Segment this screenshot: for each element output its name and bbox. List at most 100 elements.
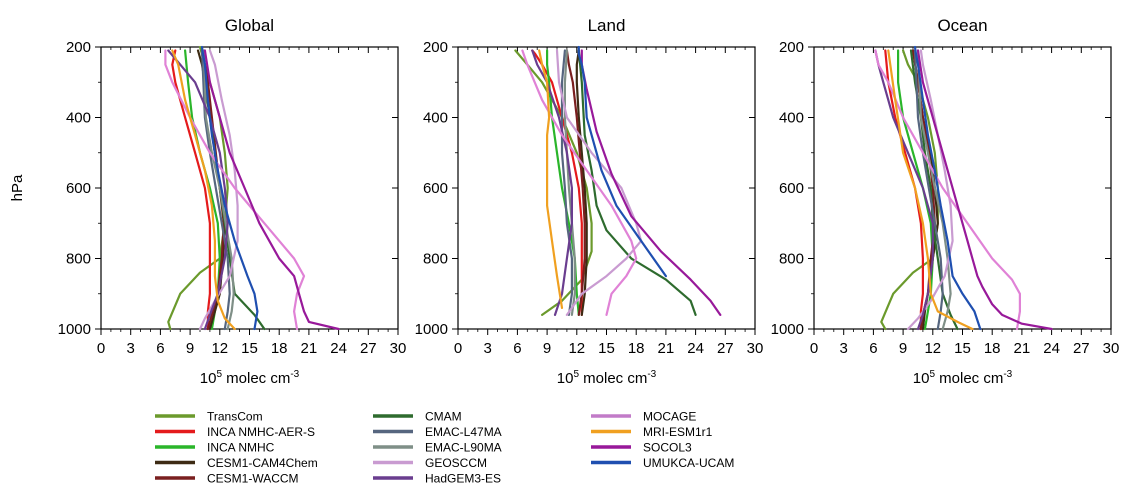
- x-tick-label: 3: [127, 340, 135, 357]
- legend-label: CMAM: [425, 410, 462, 424]
- series-line-socol3: [580, 49, 722, 316]
- series-line-umukca-ucam: [577, 45, 668, 278]
- panel-title: Global: [225, 16, 274, 35]
- x-axis-label: 105 molec cm-3: [557, 369, 657, 387]
- series-line-emac-l47ma: [913, 49, 944, 331]
- legend-label: EMAC-L90MA: [425, 441, 502, 455]
- x-tick-label: 15: [954, 340, 971, 357]
- x-tick-label: 15: [241, 340, 258, 357]
- legend-label: INCA NMHC-AER-S: [207, 425, 315, 439]
- series-line-inca-nmhc-aer-s: [171, 49, 211, 331]
- x-tick-label: 18: [271, 340, 288, 357]
- y-tick-label: 400: [423, 110, 448, 127]
- x-tick-label: 6: [156, 340, 164, 357]
- x-tick-label: 12: [568, 340, 585, 357]
- legend-label: INCA NMHC: [207, 441, 275, 455]
- legend-label: HadGEM3-ES: [425, 472, 501, 486]
- x-tick-label: 6: [869, 340, 877, 357]
- y-tick-label: 1000: [771, 321, 804, 338]
- series-line-inca-nmhc: [184, 49, 221, 331]
- legend-label: EMAC-L47MA: [425, 425, 502, 439]
- x-tick-label: 21: [301, 340, 318, 357]
- series-line-emac-l90ma: [202, 49, 235, 331]
- y-tick-label: 600: [66, 180, 91, 197]
- x-tick-label: 12: [211, 340, 228, 357]
- series-line-inca-nmhc-aer-s: [531, 49, 583, 316]
- panel-global: Global 0 3 6 9 12 15 18 21 24 27 30 200 400 600 800 1000…: [9, 16, 406, 387]
- series-line-mri-esm1r1: [538, 49, 564, 309]
- x-tick-label: 9: [899, 340, 907, 357]
- x-axis-label: 105 molec cm-3: [913, 369, 1013, 387]
- legend-label: SOCOL3: [643, 441, 692, 455]
- series-line-geosccm: [906, 49, 954, 331]
- series-line-cesm1-cam4chem: [575, 49, 588, 316]
- x-tick-label: 18: [984, 340, 1001, 357]
- series-line-mocage: [521, 49, 638, 316]
- x-axis-label: 105 molec cm-3: [200, 369, 300, 387]
- y-tick-label: 800: [423, 251, 448, 268]
- series-line-mri-esm1r1: [171, 49, 236, 331]
- series-line-geosccm: [198, 49, 239, 331]
- plot-frame: [457, 46, 756, 330]
- x-tick-label: 21: [1014, 340, 1031, 357]
- x-tick-label: 9: [186, 340, 194, 357]
- y-tick-label: 400: [779, 110, 804, 127]
- y-tick-label: 600: [423, 180, 448, 197]
- x-tick-label: 15: [598, 340, 615, 357]
- panel-land: Land 0 3 6 9 12 15 18 21 24 27 30 200 400 600 800 1000 10…: [415, 16, 764, 387]
- series-group: [164, 45, 340, 331]
- series-line-hadgem3-es: [874, 49, 934, 331]
- x-tick-label: 27: [1073, 340, 1090, 357]
- series-line-mocage: [164, 49, 306, 331]
- x-tick-label: 0: [454, 340, 462, 357]
- series-line-cmam: [577, 49, 697, 316]
- x-tick-label: 3: [484, 340, 492, 357]
- legend-label: UMUKCA-UCAM: [643, 456, 734, 470]
- y-tick-label: 600: [779, 180, 804, 197]
- x-tick-label: 30: [747, 340, 764, 357]
- legend-label: TransCom: [207, 410, 263, 424]
- series-group: [514, 45, 722, 316]
- x-tick-label: 27: [360, 340, 377, 357]
- x-tick-label: 12: [924, 340, 941, 357]
- x-tick-label: 0: [810, 340, 818, 357]
- series-line-emac-l47ma: [200, 49, 231, 331]
- series-line-mocage: [874, 49, 1022, 331]
- series-line-emac-l90ma: [563, 49, 576, 316]
- legend-label: MRI-ESM1r1: [643, 425, 713, 439]
- legend-label: CESM1-CAM4Chem: [207, 456, 318, 470]
- y-tick-label: 1000: [415, 321, 448, 338]
- series-line-umukca-ucam: [913, 45, 982, 331]
- series-line-hadgem3-es: [167, 49, 229, 331]
- plot-frame: [813, 46, 1112, 330]
- series-line-hadgem3-es: [531, 49, 574, 316]
- x-tick-label: 21: [658, 340, 675, 357]
- x-tick-label: 24: [330, 340, 347, 357]
- x-tick-label: 3: [840, 340, 848, 357]
- x-tick-label: 24: [687, 340, 704, 357]
- x-tick-label: 30: [1103, 340, 1120, 357]
- y-tick-label: 800: [66, 251, 91, 268]
- panel-title: Ocean: [937, 16, 987, 35]
- y-tick-label: 400: [66, 110, 91, 127]
- series-line-umukca-ucam: [200, 45, 259, 331]
- series-line-socol3: [916, 49, 1053, 331]
- series-line-socol3: [203, 49, 340, 331]
- y-tick-label: 1000: [58, 321, 91, 338]
- y-tick-label: 800: [779, 251, 804, 268]
- legend-label: CESM1-WACCM: [207, 472, 299, 486]
- y-tick-label: 200: [779, 39, 804, 56]
- series-line-emac-l90ma: [916, 49, 952, 331]
- series-group: [874, 45, 1053, 331]
- x-tick-label: 24: [1043, 340, 1060, 357]
- y-tick-label: 200: [66, 39, 91, 56]
- x-tick-label: 9: [543, 340, 551, 357]
- x-tick-label: 6: [513, 340, 521, 357]
- y-axis-label: hPa: [9, 174, 26, 201]
- series-line-mri-esm1r1: [887, 49, 974, 331]
- legend-label: GEOSCCM: [425, 456, 487, 470]
- y-tick-label: 200: [423, 39, 448, 56]
- x-tick-label: 0: [97, 340, 105, 357]
- series-line-cesm1-waccm: [565, 49, 586, 316]
